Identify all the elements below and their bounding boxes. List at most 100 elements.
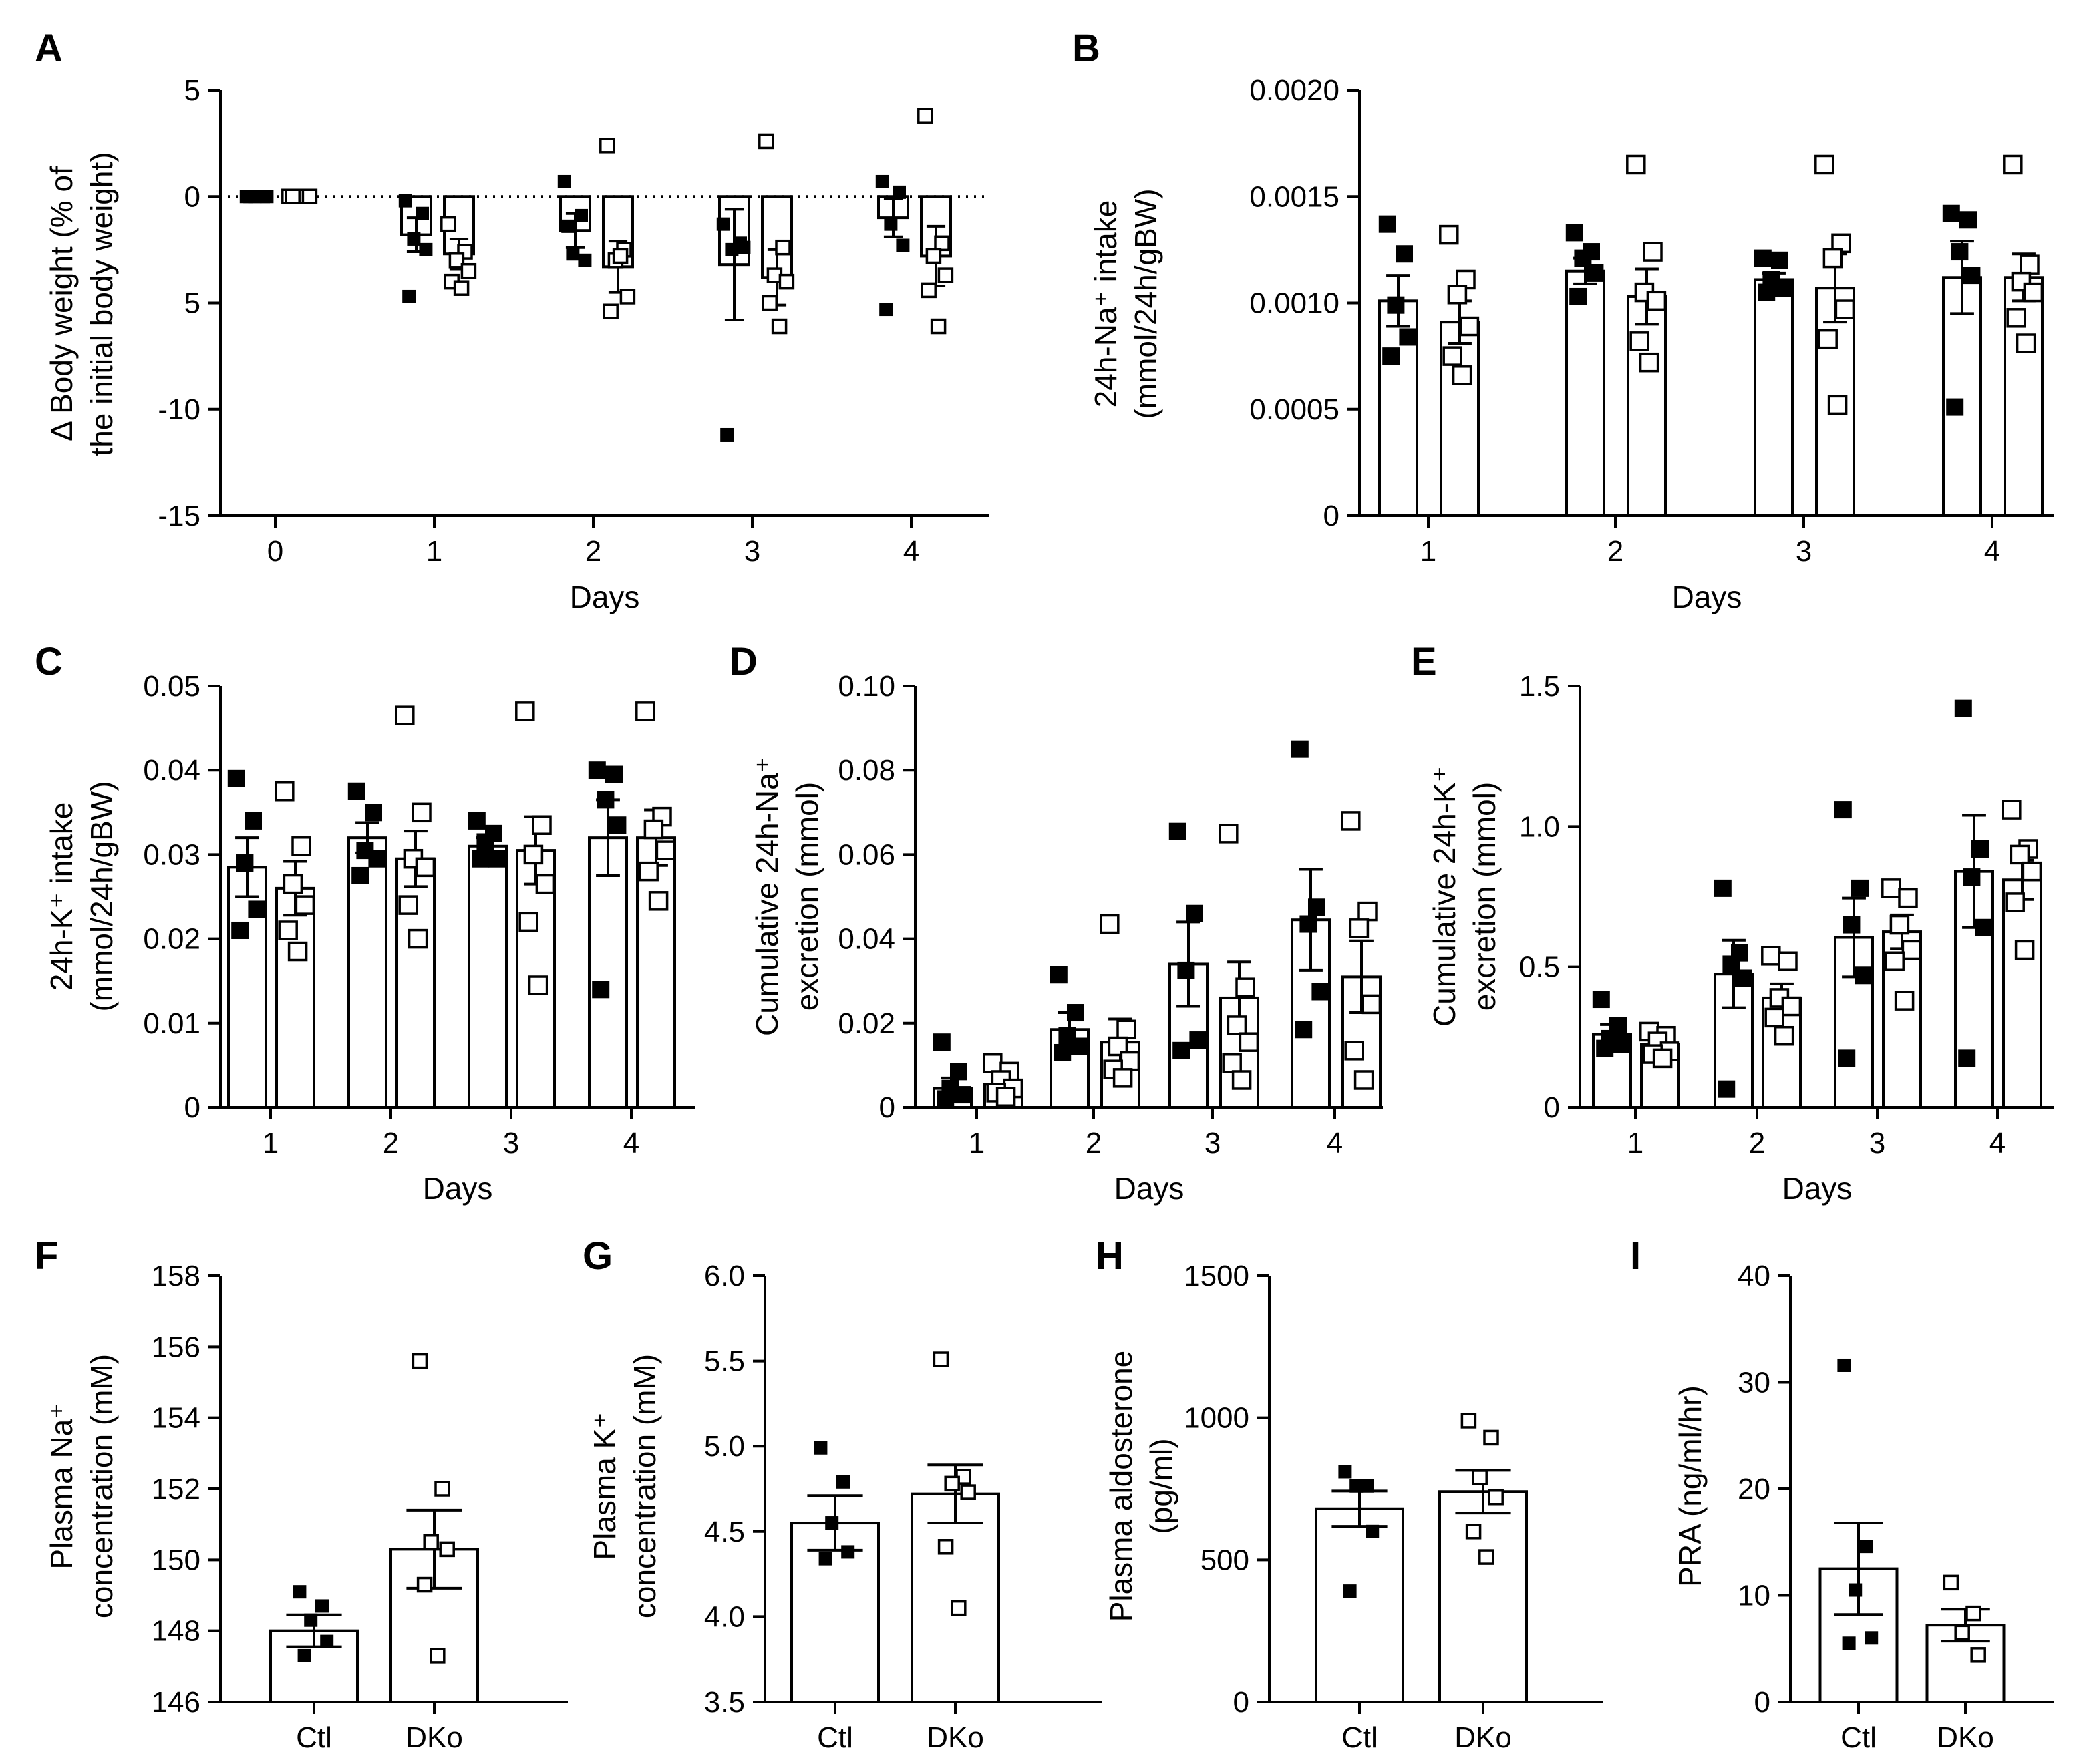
- data-point-ctl: [1399, 328, 1417, 346]
- panel-letter: E: [1411, 640, 1437, 683]
- data-point-dko: [612, 248, 629, 264]
- y-tick-label: 10: [1738, 1580, 1770, 1612]
- x-tick-label: 1: [969, 1127, 985, 1160]
- data-point-ctl: [597, 791, 615, 809]
- data-point-dko: [2002, 800, 2022, 820]
- data-point-dko: [1943, 1574, 1959, 1591]
- data-point-ctl: [236, 854, 254, 872]
- y-axis-title: (pg/ml): [1144, 1438, 1178, 1534]
- data-point-dko: [1100, 914, 1120, 934]
- data-point-dko: [1222, 1053, 1242, 1073]
- data-point-dko: [2014, 940, 2035, 960]
- data-point-dko: [1885, 951, 1905, 972]
- data-point-dko: [648, 891, 669, 911]
- data-point-dko: [1761, 946, 1781, 966]
- data-point-ctl: [575, 208, 588, 222]
- data-point-ctl: [1586, 264, 1604, 282]
- data-point-ctl: [1054, 1043, 1072, 1061]
- data-point-dko: [1822, 248, 1843, 269]
- data-point-ctl: [1387, 296, 1405, 314]
- x-tick-label: 1: [1420, 535, 1436, 568]
- data-point-dko: [1459, 316, 1480, 337]
- y-tick-label: 0: [1544, 1091, 1560, 1124]
- data-point-ctl: [1971, 840, 1989, 858]
- data-point-ctl: [884, 217, 898, 231]
- data-point-dko: [1361, 994, 1382, 1015]
- data-point-ctl: [1959, 211, 1977, 229]
- data-point-dko: [930, 318, 947, 335]
- data-point-dko: [287, 941, 308, 962]
- y-tick-label: 40: [1738, 1260, 1770, 1292]
- data-point-dko: [771, 318, 788, 335]
- y-axis-title: Plasma K⁺: [587, 1412, 622, 1560]
- bar-dko: [2002, 878, 2042, 1109]
- y-tick-label: 0.02: [838, 1007, 895, 1040]
- data-point-dko: [434, 1481, 450, 1497]
- panel-i: I 0 10 20 30 40 Ctl DKo PRA (ng/ml/hr): [1630, 1234, 2054, 1754]
- data-point-ctl: [836, 1475, 850, 1489]
- data-point-ctl: [725, 242, 739, 256]
- data-point-ctl: [879, 303, 893, 317]
- data-point-ctl: [1361, 1479, 1374, 1493]
- x-tick-label: 4: [903, 535, 919, 568]
- data-point-ctl: [1311, 983, 1329, 1001]
- panel-d: D 0 0.02 0.04 0.06 0.08 0.10 1 2 3 4 Days Cumulative…: [730, 640, 1383, 1206]
- data-point-dko: [439, 1541, 455, 1558]
- data-point-dko: [1827, 395, 1848, 415]
- data-point-dko: [1488, 1489, 1504, 1506]
- data-point-ctl: [1172, 1041, 1190, 1059]
- y-axis-title: (mmol/24h/gBW): [84, 781, 119, 1011]
- data-point-dko: [460, 262, 477, 279]
- data-point-dko: [1465, 1524, 1482, 1540]
- data-point-ctl: [1860, 1540, 1873, 1554]
- data-point-dko: [1646, 291, 1667, 311]
- data-point-dko: [1483, 1429, 1499, 1446]
- data-point-dko: [1447, 285, 1468, 305]
- data-point-dko: [1818, 329, 1838, 349]
- data-point-ctl: [1758, 283, 1776, 301]
- data-point-ctl: [1954, 699, 1972, 717]
- data-point-dko: [1764, 1007, 1784, 1028]
- data-point-dko: [1781, 996, 1802, 1017]
- data-point-dko: [639, 861, 659, 882]
- data-point-ctl: [716, 217, 730, 231]
- data-point-dko: [415, 857, 436, 878]
- data-point-ctl: [368, 850, 386, 868]
- y-tick-label: 0.04: [143, 754, 200, 787]
- data-point-dko: [1112, 1068, 1133, 1088]
- data-point-dko: [1881, 878, 1901, 898]
- data-point-ctl: [605, 765, 623, 783]
- bar-dko: [911, 1492, 1000, 1703]
- data-point-ctl: [1849, 1583, 1863, 1597]
- y-tick-label: 0.02: [143, 923, 200, 956]
- data-point-dko: [283, 874, 303, 894]
- panel-h: H 0 500 1000 1500 Ctl DKo Plasma aldosterone (pg…: [1096, 1234, 1603, 1754]
- x-tick-label: 3: [1205, 1127, 1221, 1160]
- panel-letter: C: [35, 640, 63, 683]
- x-tick-label: 2: [1607, 535, 1623, 568]
- data-point-dko: [1965, 1605, 1981, 1622]
- y-tick-label: 0.5: [1519, 951, 1560, 984]
- data-point-ctl: [1308, 898, 1325, 916]
- y-tick-label: 0.0010: [1249, 287, 1339, 320]
- y-tick-label: 5.0: [704, 1430, 745, 1463]
- x-axis-title: Days: [423, 1171, 493, 1206]
- data-point-dko: [1231, 1070, 1252, 1090]
- data-point-dko: [1357, 901, 1378, 922]
- y-axis-title: Plasma Na⁺: [44, 1403, 79, 1569]
- data-point-ctl: [557, 174, 571, 188]
- data-point-ctl: [1050, 966, 1068, 984]
- data-point-dko: [518, 912, 538, 932]
- x-tick-label: 3: [744, 535, 760, 568]
- y-axis-title: (mmol/24h/gBW): [1128, 188, 1163, 419]
- data-point-dko: [1834, 299, 1855, 319]
- y-tick-label: 6.0: [704, 1260, 745, 1292]
- x-axis-title: Days: [570, 580, 640, 614]
- data-point-dko: [1954, 1624, 1970, 1641]
- data-point-ctl: [896, 238, 910, 252]
- data-point-dko: [423, 1534, 439, 1550]
- y-tick-label: 0.10: [838, 670, 895, 703]
- data-point-dko: [1478, 1549, 1494, 1565]
- data-point-dko: [1227, 1015, 1247, 1035]
- panel-c: C 0 0.01 0.02 0.03 0.04 0.05 1 2 3 4 Days 24h-K⁺ int…: [35, 640, 695, 1206]
